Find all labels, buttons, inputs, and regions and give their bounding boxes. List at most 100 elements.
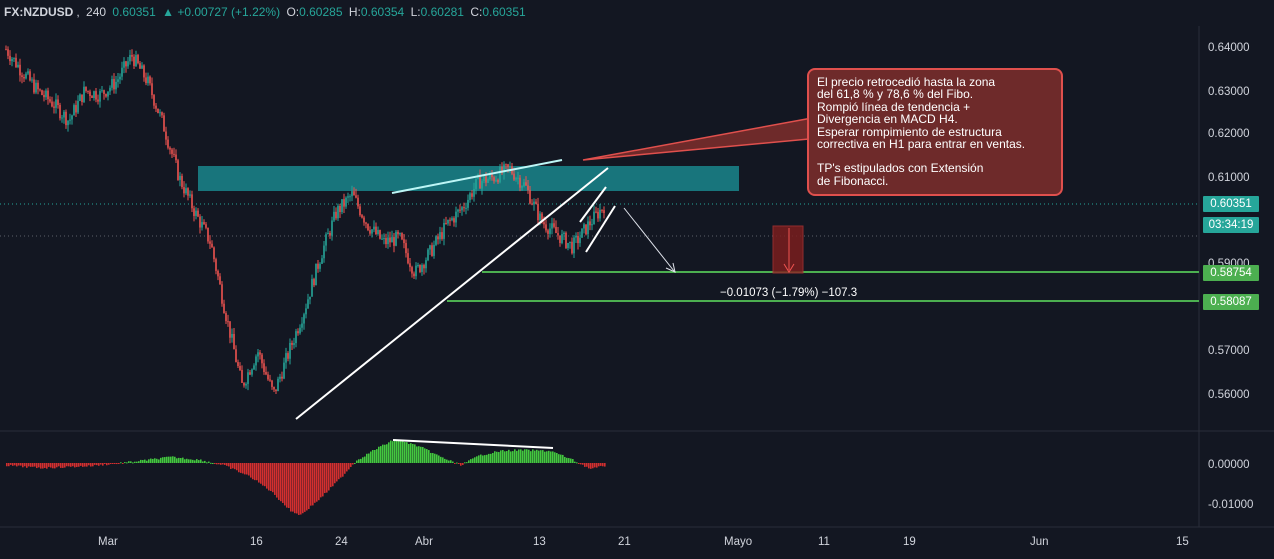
candle-body	[401, 233, 403, 240]
candle-body	[581, 228, 583, 238]
macd-bar	[368, 453, 370, 463]
y-tick: 0.62000	[1208, 128, 1250, 140]
y-tick: 0.64000	[1208, 42, 1250, 54]
candle-body	[505, 164, 507, 166]
projection-arrow-line[interactable]	[623, 207, 675, 272]
macd-bar	[566, 457, 568, 463]
macd-bar	[46, 463, 48, 469]
macd-bar	[326, 463, 328, 493]
candle-body	[165, 131, 167, 140]
candle-body	[555, 226, 557, 234]
candle-body	[297, 331, 299, 334]
macd-bar	[290, 463, 292, 512]
macd-bar	[328, 463, 330, 491]
macd-bar	[194, 460, 196, 463]
macd-bar	[222, 463, 224, 465]
candle-body	[321, 258, 323, 264]
macd-bar	[370, 451, 372, 463]
candle-body	[233, 333, 235, 350]
candle-body	[219, 276, 221, 285]
macd-bar	[196, 459, 198, 463]
macd-bar	[528, 449, 530, 463]
macd-bar	[546, 451, 548, 463]
macd-bar	[386, 444, 388, 463]
candle-body	[37, 82, 39, 90]
tp2-price-badge: 0.58087	[1203, 294, 1259, 310]
candle-body	[109, 87, 111, 92]
macd-bar	[110, 463, 112, 464]
divergence-line-price[interactable]	[391, 159, 563, 194]
candle-body	[85, 86, 87, 91]
candle-body	[365, 222, 367, 224]
macd-bar	[210, 462, 212, 464]
wedge-lower-line[interactable]	[585, 205, 616, 253]
macd-bar	[138, 461, 140, 463]
macd-bar	[312, 463, 314, 506]
macd-bar	[412, 444, 414, 463]
candle-body	[89, 91, 91, 97]
macd-bar	[570, 458, 572, 463]
macd-bar	[486, 454, 488, 463]
candle-body	[231, 333, 233, 338]
macd-bar	[584, 463, 586, 467]
candle-body	[213, 247, 215, 260]
divergence-line-macd[interactable]	[392, 439, 554, 449]
macd-bar	[466, 462, 468, 464]
candle-body	[19, 64, 21, 76]
time-axis[interactable]: Mar 16 24 Abr 13 21 Mayo 11 19 Jun 15	[98, 536, 1189, 548]
macd-bar	[552, 451, 554, 463]
candle-body	[303, 314, 305, 324]
macd-bar	[76, 463, 78, 467]
macd-bar	[310, 463, 312, 506]
macd-bar	[146, 460, 148, 463]
open-label: O:	[286, 5, 300, 19]
candle-body	[251, 369, 253, 375]
candle-body	[539, 213, 541, 221]
macd-bar	[448, 460, 450, 463]
candle-body	[113, 79, 115, 90]
rising-trendline-main[interactable]	[295, 167, 609, 420]
candle-body	[455, 211, 457, 223]
macd-bar	[296, 463, 298, 514]
candle-body	[597, 211, 599, 219]
candle-body	[93, 91, 95, 98]
macd-bar	[128, 461, 130, 463]
macd-bar	[430, 452, 432, 463]
candle-body	[257, 352, 259, 357]
candle-body	[537, 203, 539, 221]
macd-bar	[180, 458, 182, 463]
candle-body	[27, 71, 29, 74]
candle-body	[487, 179, 489, 183]
candle-body	[179, 175, 181, 180]
candle-body	[127, 61, 129, 67]
macd-bar	[480, 454, 482, 463]
candle-body	[319, 263, 321, 269]
candle-body	[485, 176, 487, 183]
macd-bar	[494, 451, 496, 463]
candle-body	[135, 55, 137, 66]
macd-bar	[476, 456, 478, 463]
symbol-legend[interactable]: FX:NZDUSD, 240 0.60351 ▲ +0.00727 (+1.22…	[4, 5, 526, 19]
candle-body	[289, 342, 291, 359]
candle-body	[147, 76, 149, 84]
macd-bar	[258, 463, 260, 483]
annotation-callout[interactable]: El precio retrocedió hasta la zona del 6…	[807, 68, 1063, 196]
interval-label[interactable]: 240	[86, 5, 107, 19]
candle-body	[475, 178, 477, 189]
candle-body	[269, 379, 271, 381]
macd-bar	[594, 463, 596, 468]
candle-body	[61, 117, 63, 119]
candle-body	[585, 224, 587, 235]
wedge-upper-line[interactable]	[579, 186, 607, 223]
macd-histogram	[6, 439, 606, 515]
macd-bar	[94, 463, 96, 465]
macd-bar	[54, 463, 56, 469]
candle-body	[529, 190, 531, 204]
symbol-name[interactable]: FX:NZDUSD	[4, 5, 74, 19]
short-position-box[interactable]	[772, 225, 804, 274]
short-position-arrowhead	[783, 263, 795, 273]
macd-bar	[344, 463, 346, 474]
macd-bar	[322, 463, 324, 497]
macd-bar	[590, 463, 592, 469]
